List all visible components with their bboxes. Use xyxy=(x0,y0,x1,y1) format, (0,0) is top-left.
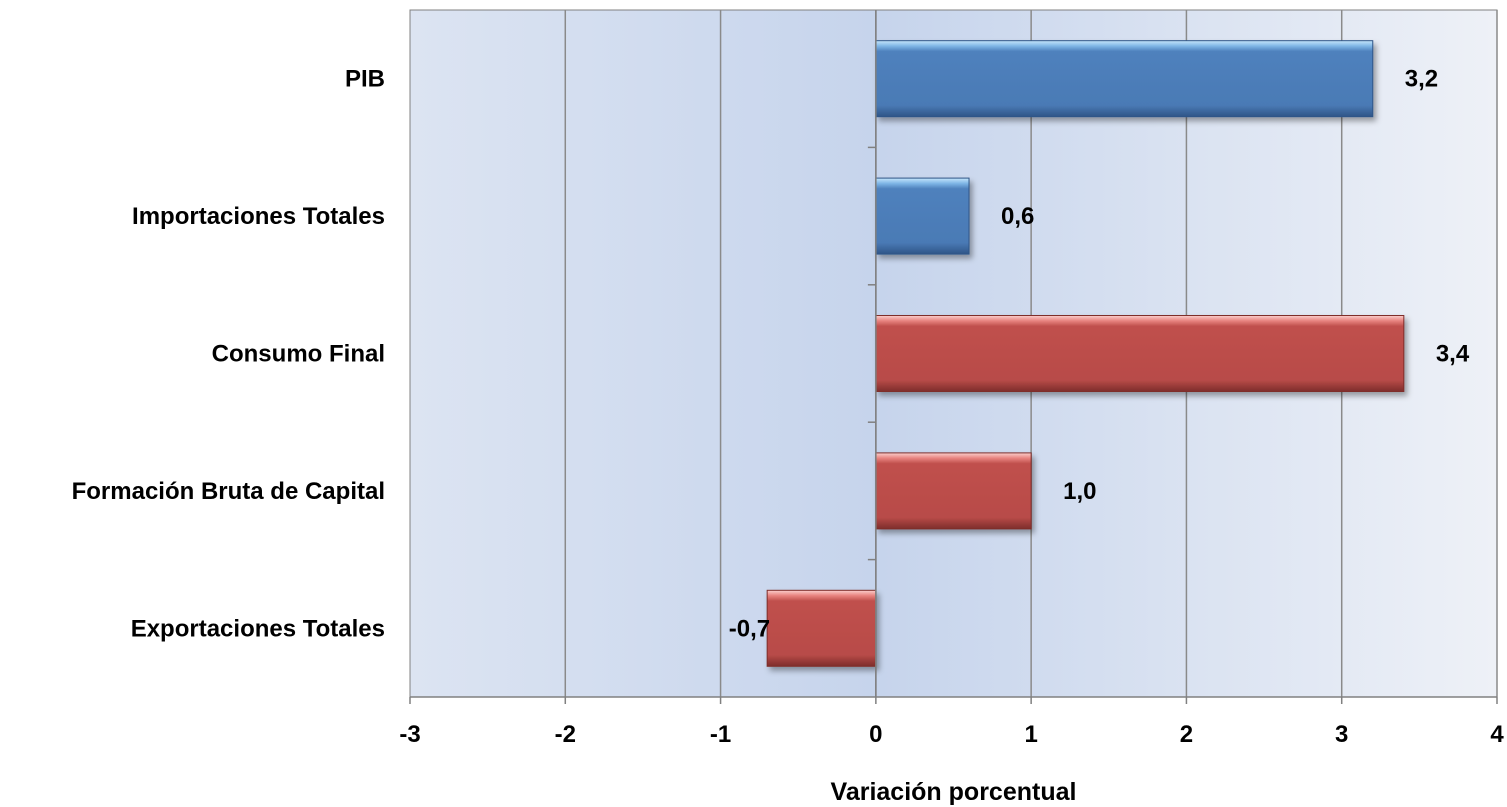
category-labels: PIB Importaciones Totales Consumo Final For… xyxy=(72,66,385,643)
data-labels: 3,2 0,6 3,4 1,0 -0,7 xyxy=(729,66,1470,643)
x-tick-label: 4 xyxy=(1490,721,1504,748)
data-label: 1,0 xyxy=(1063,478,1096,505)
category-label: Importaciones Totales xyxy=(132,203,385,230)
axes xyxy=(409,10,1498,704)
bar xyxy=(875,40,1374,118)
data-label: 0,6 xyxy=(1001,203,1034,230)
bar xyxy=(766,589,877,667)
x-tick-label: 3 xyxy=(1335,721,1348,748)
x-tick-label: -3 xyxy=(399,721,420,748)
data-label: 3,2 xyxy=(1405,66,1438,93)
bar xyxy=(875,315,1405,392)
x-tick-label: -2 xyxy=(555,721,576,748)
category-label: Consumo Final xyxy=(212,341,385,368)
category-label: PIB xyxy=(345,66,385,93)
x-axis-title: Variación porcentual xyxy=(831,778,1077,806)
x-tick-label: 2 xyxy=(1180,721,1193,748)
category-label: Formación Bruta de Capital xyxy=(72,478,385,505)
bars xyxy=(766,40,1405,667)
x-tick-label: -1 xyxy=(710,721,731,748)
bar xyxy=(875,177,970,255)
category-label: Exportaciones Totales xyxy=(131,615,385,642)
x-tick-label: 0 xyxy=(869,721,882,748)
data-label: -0,7 xyxy=(729,615,770,642)
x-tick-label: 1 xyxy=(1024,721,1037,748)
data-label: 3,4 xyxy=(1436,341,1470,368)
x-tick-labels: -3 -2 -1 0 1 2 3 4 xyxy=(399,721,1504,748)
bar xyxy=(875,452,1032,530)
